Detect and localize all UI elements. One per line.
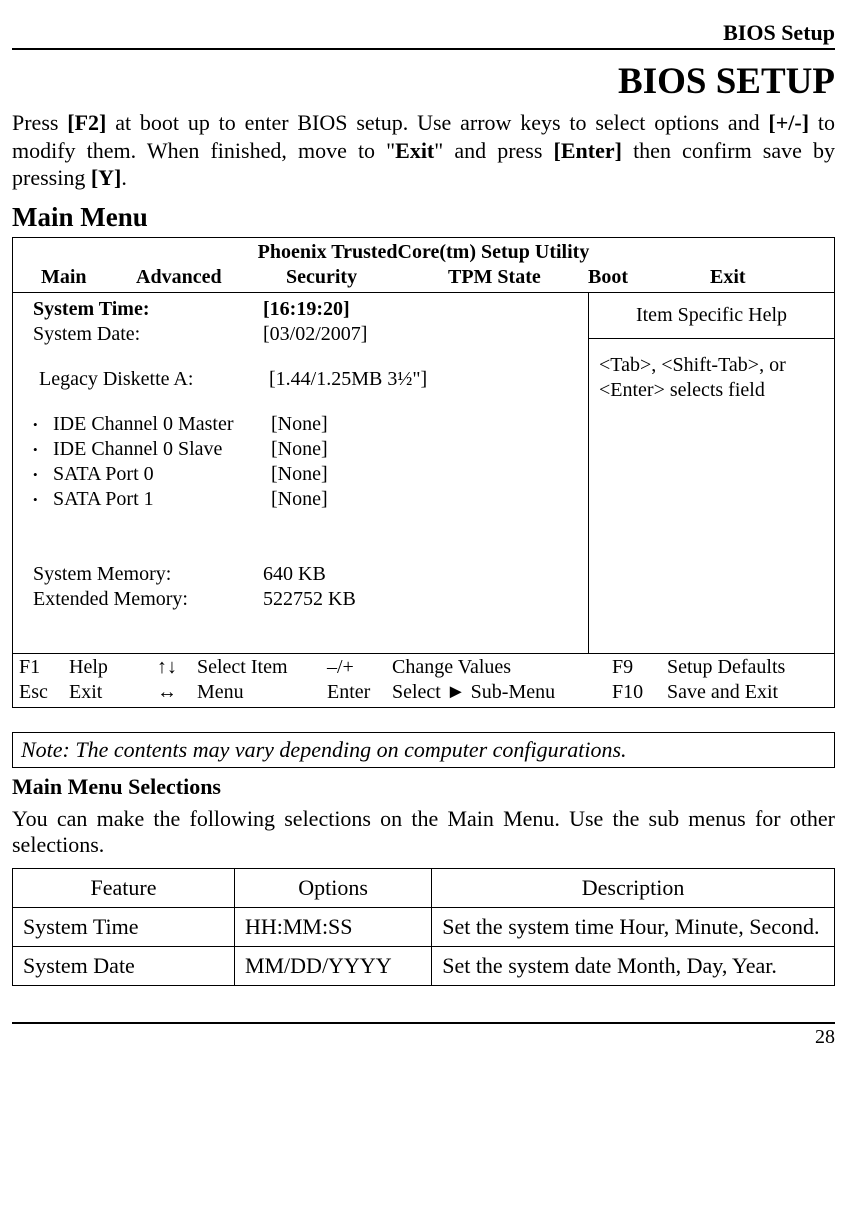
bullet-icon: • xyxy=(33,437,53,462)
table-row: System Date MM/DD/YYYY Set the system da… xyxy=(13,946,835,985)
ide0-master-row: • IDE Channel 0 Master [None] xyxy=(33,412,578,437)
ide0-master-value: [None] xyxy=(263,412,578,437)
footer-symbol: Enter xyxy=(327,680,392,705)
system-date-value: [03/02/2007] xyxy=(263,322,578,347)
running-header: BIOS Setup xyxy=(12,20,835,46)
bios-menu-tpm: TPM State xyxy=(448,265,588,290)
intro-text: . xyxy=(121,165,127,190)
key-enter: [Enter] xyxy=(554,138,622,163)
body-paragraph: You can make the following selections on… xyxy=(12,806,835,858)
ide0-slave-label: IDE Channel 0 Slave xyxy=(53,437,263,462)
system-date-label: System Date: xyxy=(33,322,263,347)
key-y: [Y] xyxy=(91,165,122,190)
page-title: BIOS SETUP xyxy=(12,60,835,103)
page-number: 28 xyxy=(12,1026,835,1049)
bottom-rule xyxy=(12,1022,835,1024)
cell-options: MM/DD/YYYY xyxy=(234,946,431,985)
intro-text: at boot up to enter BIOS setup. Use arro… xyxy=(106,110,768,135)
footer-symbol-label: Menu xyxy=(197,680,327,705)
bios-menu-boot: Boot xyxy=(588,265,710,290)
sata1-value: [None] xyxy=(263,487,578,512)
footer-key: F10 xyxy=(612,680,667,705)
footer-key: Esc xyxy=(19,680,69,705)
table-header-options: Options xyxy=(234,868,431,907)
table-header-description: Description xyxy=(432,868,835,907)
bios-help-panel: Item Specific Help <Tab>, <Shift-Tab>, o… xyxy=(588,293,834,653)
footer-label: Help xyxy=(69,655,157,680)
footer-symbol-label: Change Values xyxy=(392,655,612,680)
system-memory-row: System Memory: 640 KB xyxy=(33,562,578,587)
footer-symbol: –/+ xyxy=(327,655,392,680)
bios-screenshot-box: Phoenix TrustedCore(tm) Setup Utility Ma… xyxy=(12,237,835,708)
intro-paragraph: Press [F2] at boot up to enter BIOS setu… xyxy=(12,109,835,192)
footer-symbol-label: Select ► Sub-Menu xyxy=(392,680,612,705)
bios-menu-main: Main xyxy=(41,265,136,290)
legacy-diskette-value: [1.44/1.25MB 3½"] xyxy=(269,367,578,392)
footer-key: F9 xyxy=(612,655,667,680)
section-title-main-menu: Main Menu xyxy=(12,202,835,233)
system-time-label: System Time: xyxy=(33,297,263,322)
system-time-row: System Time: [16:19:20] xyxy=(33,297,578,322)
ide0-slave-row: • IDE Channel 0 Slave [None] xyxy=(33,437,578,462)
bios-top-menu: Main Advanced Security TPM State Boot Ex… xyxy=(13,265,834,293)
system-memory-label: System Memory: xyxy=(33,562,263,587)
key-plusminus: [+/-] xyxy=(768,110,809,135)
footer-label: Setup Defaults xyxy=(667,655,828,680)
bios-body: System Time: [16:19:20] System Date: [03… xyxy=(13,293,834,654)
footer-symbol-label: Select Item xyxy=(197,655,327,680)
intro-text: " and press xyxy=(434,138,553,163)
help-panel-body: <Tab>, <Shift-Tab>, or <Enter> selects f… xyxy=(589,339,834,407)
extended-memory-value: 522752 KB xyxy=(263,587,578,612)
ide0-master-label: IDE Channel 0 Master xyxy=(53,412,263,437)
bios-footer: F1 Help ↑↓ Select Item –/+ Change Values… xyxy=(13,654,834,707)
extended-memory-label: Extended Memory: xyxy=(33,587,263,612)
cell-options: HH:MM:SS xyxy=(234,907,431,946)
system-date-row: System Date: [03/02/2007] xyxy=(33,322,578,347)
bios-menu-advanced: Advanced xyxy=(136,265,286,290)
bios-utility-title: Phoenix TrustedCore(tm) Setup Utility xyxy=(13,238,834,265)
bullet-icon: • xyxy=(33,487,53,512)
table-row: System Time HH:MM:SS Set the system time… xyxy=(13,907,835,946)
sata0-label: SATA Port 0 xyxy=(53,462,263,487)
footer-symbol: ↑↓ xyxy=(157,655,197,680)
sata1-label: SATA Port 1 xyxy=(53,487,263,512)
bios-left-panel: System Time: [16:19:20] System Date: [03… xyxy=(13,293,588,653)
bullet-icon: • xyxy=(33,462,53,487)
bios-menu-security: Security xyxy=(286,265,448,290)
sata1-row: • SATA Port 1 [None] xyxy=(33,487,578,512)
system-memory-value: 640 KB xyxy=(263,562,578,587)
document-page: BIOS Setup BIOS SETUP Press [F2] at boot… xyxy=(0,0,849,1219)
cell-feature: System Date xyxy=(13,946,235,985)
selections-table: Feature Options Description System Time … xyxy=(12,868,835,986)
footer-label: Exit xyxy=(69,680,157,705)
key-exit: Exit xyxy=(395,138,434,163)
subhead-main-menu-selections: Main Menu Selections xyxy=(12,774,835,800)
sata0-value: [None] xyxy=(263,462,578,487)
footer-symbol: ↔ xyxy=(157,680,197,705)
bios-footer-line-2: Esc Exit ↔ Menu Enter Select ► Sub-Menu … xyxy=(19,680,828,705)
cell-description: Set the system date Month, Day, Year. xyxy=(432,946,835,985)
extended-memory-row: Extended Memory: 522752 KB xyxy=(33,587,578,612)
note-box: Note: The contents may vary depending on… xyxy=(12,732,835,768)
bios-menu-exit: Exit xyxy=(710,265,770,290)
footer-label: Save and Exit xyxy=(667,680,828,705)
cell-feature: System Time xyxy=(13,907,235,946)
table-header-row: Feature Options Description xyxy=(13,868,835,907)
footer-key: F1 xyxy=(19,655,69,680)
bios-footer-line-1: F1 Help ↑↓ Select Item –/+ Change Values… xyxy=(19,655,828,680)
cell-description: Set the system time Hour, Minute, Second… xyxy=(432,907,835,946)
top-rule xyxy=(12,48,835,50)
system-time-value: [16:19:20] xyxy=(263,297,578,322)
intro-text: Press xyxy=(12,110,67,135)
help-panel-title: Item Specific Help xyxy=(589,293,834,339)
legacy-diskette-row: Legacy Diskette A: [1.44/1.25MB 3½"] xyxy=(33,367,578,392)
key-f2: [F2] xyxy=(67,110,106,135)
bullet-icon: • xyxy=(33,412,53,437)
legacy-diskette-label: Legacy Diskette A: xyxy=(33,367,269,392)
ide0-slave-value: [None] xyxy=(263,437,578,462)
table-header-feature: Feature xyxy=(13,868,235,907)
sata0-row: • SATA Port 0 [None] xyxy=(33,462,578,487)
